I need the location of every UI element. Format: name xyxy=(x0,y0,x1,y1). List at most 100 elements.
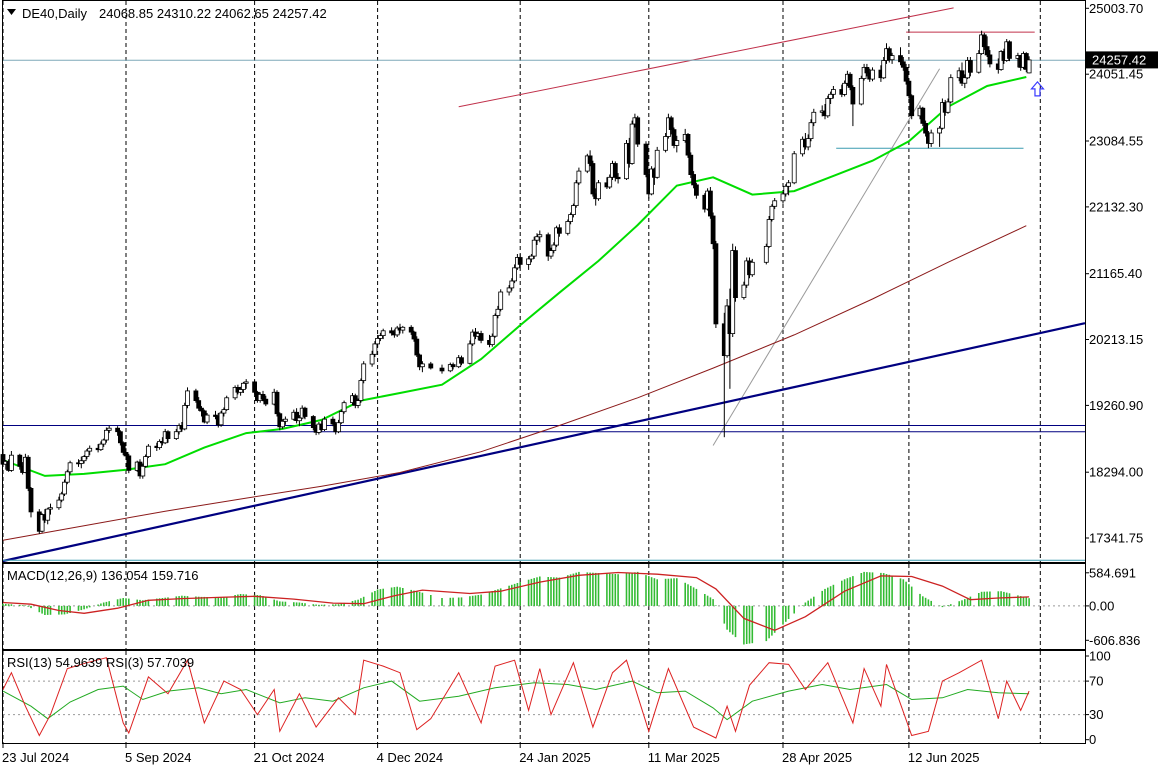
candle xyxy=(240,381,246,393)
candle xyxy=(517,254,523,268)
candle-body xyxy=(414,338,420,356)
candle xyxy=(221,407,227,417)
candle xyxy=(685,133,691,158)
candle xyxy=(28,487,34,518)
candle xyxy=(534,233,540,245)
candle xyxy=(576,167,582,185)
price-axis-tick-label: 22132.30 xyxy=(1089,199,1143,214)
candle xyxy=(489,333,495,347)
candle-body xyxy=(847,73,853,88)
candle xyxy=(101,438,107,447)
price-axis-tick-label: 20213.15 xyxy=(1089,332,1143,347)
x-axis-tick-label: 23 Jul 2024 xyxy=(2,750,69,765)
candle-body xyxy=(182,404,188,430)
candle-body xyxy=(987,54,993,65)
x-axis-tick-label: 4 Dec 2024 xyxy=(377,750,444,765)
candle xyxy=(791,151,797,185)
candle-body xyxy=(48,507,53,510)
candle-body xyxy=(509,280,515,289)
price-axis-tick-label: 24051.45 xyxy=(1089,67,1143,82)
candle-body xyxy=(928,132,934,144)
candle-body xyxy=(766,219,772,247)
candle-body xyxy=(529,255,534,260)
x-axis-tick-label: 5 Sep 2024 xyxy=(125,750,192,765)
candle-body xyxy=(984,46,990,56)
candle-body xyxy=(671,129,677,146)
candle-body xyxy=(906,80,912,97)
trendline-long-trend xyxy=(2,322,1086,563)
candle xyxy=(377,332,383,342)
candle-body xyxy=(590,163,596,195)
candle xyxy=(8,451,14,472)
candle xyxy=(565,219,571,236)
candle xyxy=(411,330,417,342)
candle-body xyxy=(898,55,903,63)
candle-body xyxy=(243,381,249,384)
candle-body xyxy=(140,465,146,477)
candle-body xyxy=(786,182,791,187)
candle-body xyxy=(526,258,531,265)
candle-body xyxy=(900,61,906,68)
candle-body xyxy=(296,417,302,422)
last-price-tag: 24257.42 xyxy=(1086,51,1158,69)
candle-body xyxy=(196,400,202,409)
chart-menu-triangle-icon[interactable] xyxy=(7,9,16,15)
last-price-tag-background xyxy=(1086,51,1158,69)
candle-body xyxy=(336,422,341,433)
candle-body xyxy=(213,414,218,417)
candle-body xyxy=(87,447,93,452)
candle xyxy=(691,171,696,189)
candle-body xyxy=(573,182,579,207)
candle xyxy=(341,400,347,414)
macd-header-label: MACD(12,26,9) 136.054 159.716 xyxy=(7,568,199,583)
rsi-axis-tick-label: 0 xyxy=(1089,732,1096,747)
candle xyxy=(277,412,283,431)
candle-body xyxy=(554,227,559,246)
candle xyxy=(120,441,126,456)
candle-body xyxy=(981,34,987,48)
candle xyxy=(84,449,90,460)
price-pane-frame xyxy=(2,0,1086,563)
candle xyxy=(400,325,406,334)
trendline-support-rising xyxy=(712,68,941,446)
candle xyxy=(414,336,420,357)
candle xyxy=(123,448,129,458)
x-axis-tick-label: 21 Oct 2024 xyxy=(254,750,325,765)
candle xyxy=(847,72,853,91)
candle-body xyxy=(612,163,618,178)
candle-body xyxy=(889,55,895,61)
candle xyxy=(713,240,719,328)
candle-body xyxy=(565,221,571,234)
last-price-tag-text: 24257.42 xyxy=(1092,52,1146,67)
rsi-header-label: RSI(13) 54.9639 RSI(3) 57.7039 xyxy=(7,655,194,670)
macd-axis-tick-label: 584.691 xyxy=(1089,565,1136,580)
candle xyxy=(98,441,104,451)
candle xyxy=(783,184,789,197)
candle xyxy=(766,216,772,248)
candle-body xyxy=(649,168,654,195)
candle xyxy=(467,340,473,365)
candle-body xyxy=(274,391,280,415)
candle xyxy=(355,398,361,409)
x-axis-tick-label: 28 Apr 2025 xyxy=(782,750,852,765)
candle-body xyxy=(408,326,414,333)
candle xyxy=(380,328,386,340)
candle-body xyxy=(976,53,982,73)
candle xyxy=(372,341,378,357)
candle-body xyxy=(710,215,716,245)
candle-body xyxy=(157,440,163,448)
candle-body xyxy=(428,363,434,369)
candle-body xyxy=(498,291,504,310)
candle-body xyxy=(224,397,230,410)
candle-body xyxy=(277,413,283,428)
candle xyxy=(531,236,537,259)
candle xyxy=(937,126,942,147)
ohlc-values-label: 24068.85 24310.22 24062.65 24257.42 xyxy=(99,6,327,21)
candle xyxy=(193,388,199,403)
candle xyxy=(898,47,903,66)
candle xyxy=(140,463,146,479)
candle-body xyxy=(62,481,67,495)
price-header: DE40,Daily 24068.85 24310.22 24062.65 24… xyxy=(7,6,327,21)
candle-body xyxy=(17,454,23,467)
candle xyxy=(1007,40,1012,62)
